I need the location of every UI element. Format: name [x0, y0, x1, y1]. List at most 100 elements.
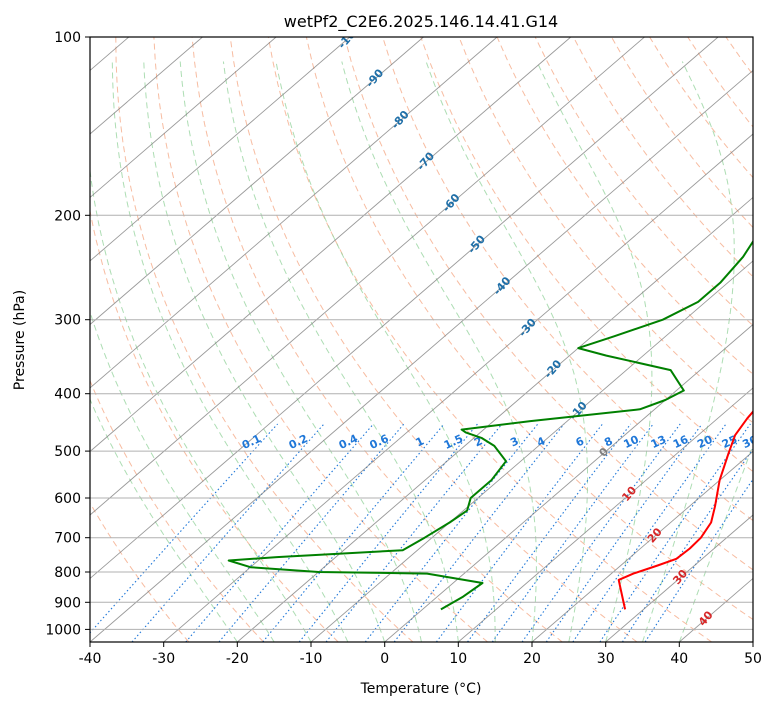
dry-adiabat: [496, 37, 753, 375]
x-tick-label: 40: [670, 651, 688, 667]
isotherm: [458, 387, 753, 642]
moist-adiabat: [275, 61, 496, 642]
x-tick-label: -20: [226, 651, 249, 667]
mixing-ratio-line: [521, 423, 681, 642]
mixing-ratio-line: [218, 423, 405, 642]
isotherm: [531, 450, 753, 642]
dry-adiabat: [153, 37, 488, 642]
isotherm: [310, 260, 753, 642]
y-tick-label: 700: [54, 531, 81, 547]
dry-adiabat: [305, 37, 753, 621]
mixing-ratio-line: [131, 423, 325, 642]
moist-adiabat: [678, 443, 753, 642]
chart-title: wetPf2_C2E6.2025.146.14.41.G14: [284, 12, 558, 32]
mixing-ratio-line: [364, 423, 539, 642]
moist-adiabat: [642, 61, 735, 642]
mixing-ratio-label: 13: [649, 433, 668, 451]
x-tick-label: 30: [597, 651, 615, 667]
y-axis: 100 200 300 400 500 600 700 800 900 1000: [45, 30, 90, 638]
dry-adiabat: [649, 37, 753, 179]
dry-adiabat: [725, 37, 753, 76]
x-axis: -40 -30 -20 -10 0 10 20 30 40 50: [79, 642, 762, 667]
isotherm: [237, 196, 753, 642]
mixing-ratio-label: 30: [740, 433, 760, 451]
x-tick-label: 20: [523, 651, 541, 667]
moist-adiabat: [222, 61, 459, 642]
moist-adiabat: [341, 61, 537, 642]
y-tick-label: 300: [54, 313, 81, 329]
isotherm: [90, 37, 277, 199]
dry-adiabat: [382, 37, 753, 522]
dry-adiabat: [534, 37, 753, 327]
dry-adiabat: [90, 501, 190, 642]
y-tick-label: 1000: [45, 622, 81, 638]
plot-frame: [89, 36, 754, 643]
y-axis-label: Pressure (hPa): [12, 290, 28, 390]
isotherm-label: -50: [465, 232, 488, 256]
x-tick-label: 50: [744, 651, 762, 667]
mixing-ratio-line: [298, 423, 478, 642]
dry-adiabat: [458, 37, 753, 424]
series-group: [227, 239, 753, 611]
x-axis-label: Temperature (°C): [360, 681, 482, 697]
x-tick-label: 0: [380, 651, 389, 667]
dry-adiabat: [344, 37, 753, 571]
dry-adiabat: [764, 37, 775, 642]
isotherm-label: -10: [567, 399, 590, 423]
mixing-ratio-label: 8: [602, 434, 614, 449]
x-tick-label: 10: [449, 651, 467, 667]
isotherm: [90, 37, 498, 389]
isotherm-label: -70: [414, 149, 437, 173]
isotherm-label: -90: [363, 66, 386, 90]
mixing-ratio-line: [185, 423, 374, 642]
dewpoint-profile: [227, 239, 753, 611]
moist-adiabat: [425, 61, 588, 642]
moist-adiabat: [111, 61, 349, 642]
isotherm: [163, 133, 753, 642]
isotherm: [90, 37, 719, 580]
y-tick-label: 200: [54, 208, 81, 224]
mixing-ratio-line: [90, 423, 279, 634]
isotherm: [90, 69, 753, 642]
mixing-ratio-label: 0.2: [287, 432, 310, 452]
mixing-ratio-line: [325, 423, 503, 642]
moist-adiabat: [90, 167, 312, 642]
isotherm-label: -40: [491, 274, 514, 298]
isotherm-label: -20: [542, 357, 565, 381]
moist-adiabat: [536, 61, 653, 642]
mixing-ratio-label: 0.1: [240, 432, 263, 452]
moist-adiabat: [179, 61, 422, 642]
mixing-ratio-line: [599, 423, 751, 642]
dry-adiabat: [611, 37, 753, 229]
mixing-ratio-line: [644, 478, 753, 642]
mixing-ratio-label: 36: [761, 433, 775, 451]
isotherm: [90, 37, 645, 516]
x-tick-label: -30: [152, 651, 175, 667]
isotherm: [90, 37, 572, 453]
y-tick-label: 800: [54, 565, 81, 581]
mixing-ratio-line: [545, 423, 703, 642]
mixing-ratio-label: 20: [695, 433, 715, 451]
isotherm-label: -80: [389, 108, 412, 132]
mixing-ratio-line: [621, 448, 753, 642]
y-tick-label: 600: [54, 491, 81, 507]
isotherm: [90, 37, 203, 135]
mixing-ratio-label: 16: [671, 433, 691, 451]
isotherm: [384, 323, 753, 642]
dry-adiabat: [687, 37, 753, 128]
dry-adiabat: [229, 37, 638, 642]
mixing-ratio-line: [491, 423, 654, 642]
mixing-ratio-line: [393, 423, 565, 642]
mixing-ratio-label: 0.4: [337, 432, 360, 452]
isotherm-label: -60: [440, 191, 463, 215]
y-tick-label: 100: [54, 30, 81, 46]
isotherm: [90, 37, 424, 326]
moist-adiabat: [90, 310, 275, 642]
moist-adiabat: [143, 61, 386, 642]
dry-adiabat: [267, 37, 712, 642]
y-tick-label: 400: [54, 387, 81, 403]
isotherm: [90, 37, 351, 262]
mixing-ratio-label: 10: [622, 433, 642, 451]
y-tick-label: 900: [54, 595, 81, 611]
